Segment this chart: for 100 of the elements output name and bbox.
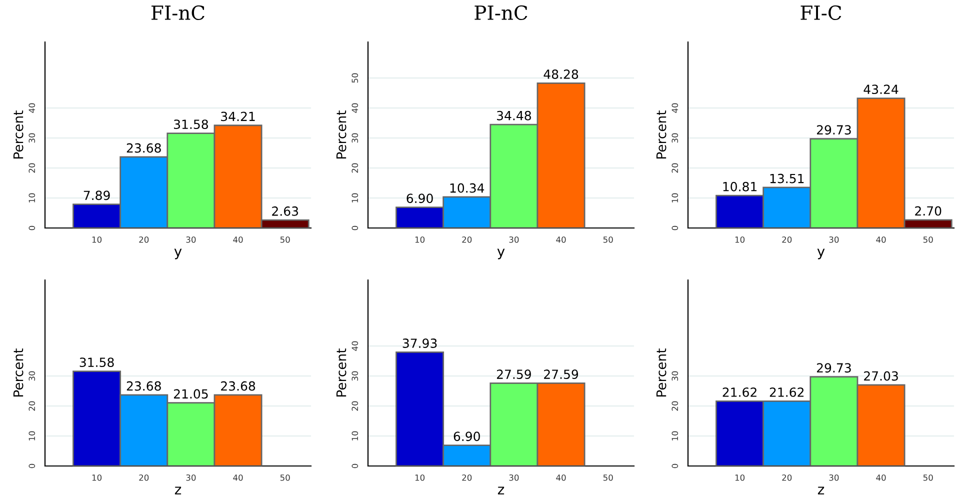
data-label: 13.51 — [770, 174, 804, 184]
x-tick-label: 10 — [415, 236, 425, 243]
x-axis-title: y — [497, 248, 505, 260]
data-label: 23.68 — [126, 143, 161, 153]
x-tick-label: 10 — [92, 474, 102, 481]
y-axis-title: Percent — [336, 348, 346, 397]
y-tick-label: 30 — [352, 371, 358, 381]
x-tick-label: 20 — [139, 236, 149, 243]
chart-title: FI-C — [800, 5, 842, 20]
y-tick-label: 30 — [672, 371, 678, 381]
chart-title: FI-nC — [152, 5, 204, 20]
data-label: 10.81 — [723, 182, 757, 192]
y-tick-label: 0 — [352, 226, 358, 230]
x-axis-title: z — [818, 486, 824, 494]
y-tick-label: 10 — [28, 193, 36, 202]
y-tick-label: 0 — [672, 464, 678, 468]
y-tick-label: 40 — [352, 341, 358, 351]
y-axis-title: Percent — [336, 110, 346, 159]
x-tick-label: 50 — [603, 474, 613, 481]
data-label: 21.05 — [174, 389, 208, 399]
x-tick-label: 40 — [876, 474, 886, 481]
y-tick-label: 0 — [672, 226, 678, 230]
x-tick-label: 30 — [829, 236, 839, 243]
data-label: 43.24 — [864, 84, 898, 94]
x-tick-label: 10 — [92, 236, 102, 243]
data-label: 21.62 — [722, 387, 756, 397]
x-tick-label: 20 — [782, 474, 792, 481]
x-axis-title: z — [498, 486, 504, 494]
data-label: 48.28 — [544, 69, 578, 79]
x-tick-label: 10 — [735, 236, 745, 243]
data-label: 27.03 — [864, 371, 898, 381]
data-label: 27.59 — [544, 370, 578, 380]
data-label: 37.93 — [402, 338, 437, 348]
data-label: 23.68 — [126, 381, 161, 391]
chart-title: PI-nC — [474, 5, 528, 20]
data-label: 31.58 — [80, 358, 114, 368]
y-axis-title: Percent — [656, 110, 666, 159]
data-label: 23.68 — [221, 381, 256, 391]
data-label: 29.73 — [816, 125, 851, 135]
x-tick-label: 10 — [415, 474, 425, 481]
data-label: 6.90 — [454, 432, 480, 442]
x-tick-label: 40 — [556, 236, 566, 243]
x-tick-label: 30 — [186, 236, 196, 243]
y-tick-label: 10 — [672, 193, 678, 202]
y-axis-title: Percent — [656, 348, 666, 397]
x-tick-label: 40 — [876, 236, 886, 243]
x-tick-label: 20 — [139, 474, 149, 481]
y-tick-label: 50 — [352, 73, 358, 83]
data-label: 31.58 — [174, 120, 208, 130]
y-tick-label: 30 — [28, 371, 36, 381]
y-tick-label: 0 — [352, 464, 358, 468]
x-tick-label: 30 — [186, 474, 196, 481]
x-tick-label: 50 — [923, 474, 933, 481]
data-label: 6.90 — [406, 194, 433, 204]
y-tick-label: 40 — [28, 103, 36, 113]
y-tick-label: 30 — [672, 133, 678, 143]
data-label: 29.73 — [816, 363, 851, 373]
data-label: 10.34 — [450, 183, 484, 193]
x-tick-label: 50 — [280, 474, 290, 481]
y-tick-label: 20 — [28, 401, 36, 411]
y-axis-title: Percent — [13, 110, 24, 159]
x-tick-label: 20 — [462, 474, 472, 481]
y-tick-label: 10 — [352, 193, 358, 202]
x-axis-title: y — [174, 248, 182, 260]
y-tick-label: 10 — [28, 431, 36, 440]
y-tick-label: 20 — [352, 401, 358, 411]
y-tick-label: 30 — [28, 133, 36, 143]
x-tick-label: 20 — [462, 236, 472, 243]
data-label: 2.63 — [272, 206, 298, 216]
y-tick-label: 0 — [28, 464, 36, 468]
data-label: 27.59 — [496, 370, 531, 380]
data-label: 7.89 — [84, 190, 110, 200]
x-tick-label: 10 — [735, 474, 745, 481]
y-tick-label: 20 — [672, 401, 678, 411]
data-label: 34.48 — [497, 110, 531, 120]
y-tick-label: 30 — [352, 133, 358, 143]
x-axis-title: y — [817, 248, 825, 260]
y-tick-label: 40 — [352, 103, 358, 113]
x-tick-label: 40 — [233, 236, 243, 243]
x-tick-label: 40 — [556, 474, 566, 481]
y-tick-label: 0 — [28, 226, 36, 230]
y-tick-label: 10 — [672, 431, 678, 440]
x-tick-label: 30 — [829, 474, 839, 481]
x-tick-label: 50 — [923, 236, 933, 243]
x-tick-label: 50 — [603, 236, 613, 243]
y-tick-label: 20 — [672, 163, 678, 173]
y-axis-title: Percent — [13, 348, 24, 397]
x-tick-label: 40 — [233, 474, 243, 481]
data-label: 34.21 — [221, 112, 255, 122]
y-tick-label: 20 — [28, 163, 36, 173]
x-tick-label: 30 — [509, 236, 519, 243]
x-axis-title: z — [174, 486, 182, 494]
x-tick-label: 30 — [509, 474, 519, 481]
data-label: 2.70 — [915, 206, 942, 216]
y-tick-label: 40 — [672, 103, 678, 113]
x-tick-label: 20 — [782, 236, 792, 243]
data-label: 21.62 — [770, 387, 804, 397]
x-tick-label: 50 — [280, 236, 290, 243]
y-tick-label: 20 — [352, 163, 358, 173]
y-tick-label: 10 — [352, 431, 358, 440]
